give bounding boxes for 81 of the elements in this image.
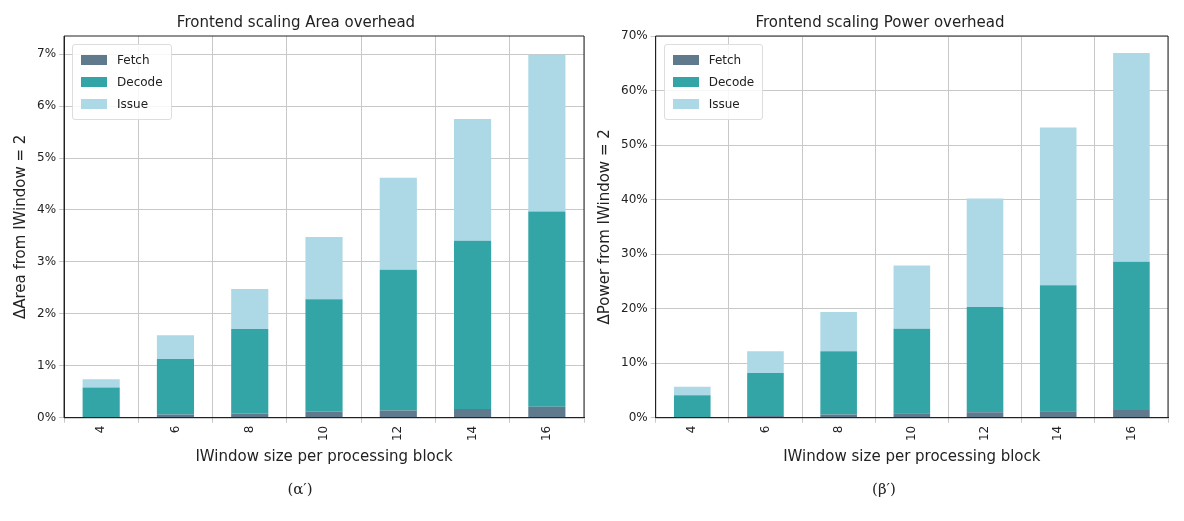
bar bbox=[673, 395, 711, 418]
bar bbox=[1039, 411, 1077, 418]
y-tick-label: 1% bbox=[36, 357, 57, 372]
bar bbox=[820, 311, 857, 352]
bar bbox=[305, 299, 343, 412]
bar bbox=[82, 387, 120, 418]
bar bbox=[893, 328, 931, 414]
x-tick-label: 16 bbox=[1123, 425, 1138, 442]
x-tick-label: 12 bbox=[390, 425, 405, 442]
y-tick-label: 7% bbox=[36, 46, 57, 61]
bar bbox=[528, 406, 566, 418]
bar bbox=[820, 351, 857, 415]
y-tick-label: 40% bbox=[621, 191, 648, 206]
chart-title: Frontend scaling Power overhead bbox=[755, 12, 1005, 31]
bar bbox=[156, 335, 195, 360]
bar bbox=[1113, 52, 1150, 262]
bar bbox=[1113, 410, 1150, 418]
chart-title: Frontend scaling Area overhead bbox=[176, 12, 416, 31]
y-tick-label: 70% bbox=[621, 28, 648, 43]
y-tick-label: 6% bbox=[36, 98, 57, 113]
bar bbox=[966, 412, 1004, 418]
bar bbox=[673, 386, 711, 396]
y-tick-label: 3% bbox=[36, 254, 57, 269]
x-tick-label: 10 bbox=[316, 425, 331, 442]
y-tick-label: 0% bbox=[628, 409, 648, 424]
x-axis-title: IWindow size per processing block bbox=[783, 446, 1041, 465]
y-tick-label: 50% bbox=[621, 137, 648, 152]
x-tick-label: 8 bbox=[830, 425, 845, 434]
y-tick-label: 20% bbox=[621, 300, 648, 315]
text: (α′) bbox=[286, 480, 314, 498]
bar bbox=[1039, 285, 1077, 412]
x-tick-label: 6 bbox=[757, 425, 772, 434]
legend-label: Decode bbox=[708, 75, 755, 89]
bar bbox=[379, 410, 417, 418]
bar bbox=[231, 328, 269, 414]
legend-label: Decode bbox=[117, 75, 163, 89]
y-tick-label: 4% bbox=[36, 202, 57, 217]
legend-label: Issue bbox=[708, 97, 740, 111]
x-tick-label: 8 bbox=[241, 425, 256, 434]
bar bbox=[454, 408, 492, 418]
bar bbox=[231, 288, 269, 329]
x-tick-label: 12 bbox=[977, 425, 992, 442]
bar bbox=[305, 411, 343, 418]
legend-label: Fetch bbox=[117, 53, 150, 67]
bar bbox=[893, 413, 931, 418]
bar bbox=[82, 379, 120, 388]
bar bbox=[454, 240, 492, 409]
legend-label: Fetch bbox=[708, 53, 742, 67]
bar bbox=[747, 351, 784, 374]
y-tick-label: 30% bbox=[621, 246, 648, 261]
y-tick-label: 0% bbox=[36, 409, 57, 424]
x-tick-label: 10 bbox=[903, 425, 918, 442]
bar bbox=[305, 236, 343, 300]
x-tick-label: 4 bbox=[93, 425, 108, 434]
y-tick-label: 5% bbox=[36, 150, 57, 165]
bar bbox=[1113, 261, 1150, 411]
x-tick-label: 4 bbox=[684, 425, 699, 434]
bar bbox=[966, 198, 1004, 308]
x-tick-label: 6 bbox=[167, 425, 182, 434]
x-tick-label: 14 bbox=[464, 425, 479, 442]
bar bbox=[966, 307, 1004, 413]
bar bbox=[1039, 127, 1077, 286]
bar bbox=[528, 211, 566, 407]
legend-label: Issue bbox=[117, 97, 149, 111]
bar bbox=[379, 177, 417, 270]
bar bbox=[156, 359, 195, 415]
y-axis-title: ΔArea from IWindow = 2 bbox=[10, 134, 29, 320]
bar bbox=[379, 269, 417, 411]
y-axis-title: ΔPower from IWindow = 2 bbox=[594, 129, 613, 325]
y-tick-label: 60% bbox=[621, 82, 648, 97]
text: (β′) bbox=[871, 480, 897, 498]
y-tick-label: 2% bbox=[36, 305, 57, 320]
bar bbox=[747, 373, 784, 417]
x-tick-label: 16 bbox=[538, 425, 553, 442]
y-tick-label: 10% bbox=[621, 355, 648, 370]
bar bbox=[820, 414, 857, 418]
x-axis-title: IWindow size per processing block bbox=[195, 446, 453, 465]
bar bbox=[893, 265, 931, 329]
bar bbox=[528, 54, 566, 212]
bar bbox=[454, 119, 492, 241]
x-tick-label: 14 bbox=[1050, 425, 1065, 442]
